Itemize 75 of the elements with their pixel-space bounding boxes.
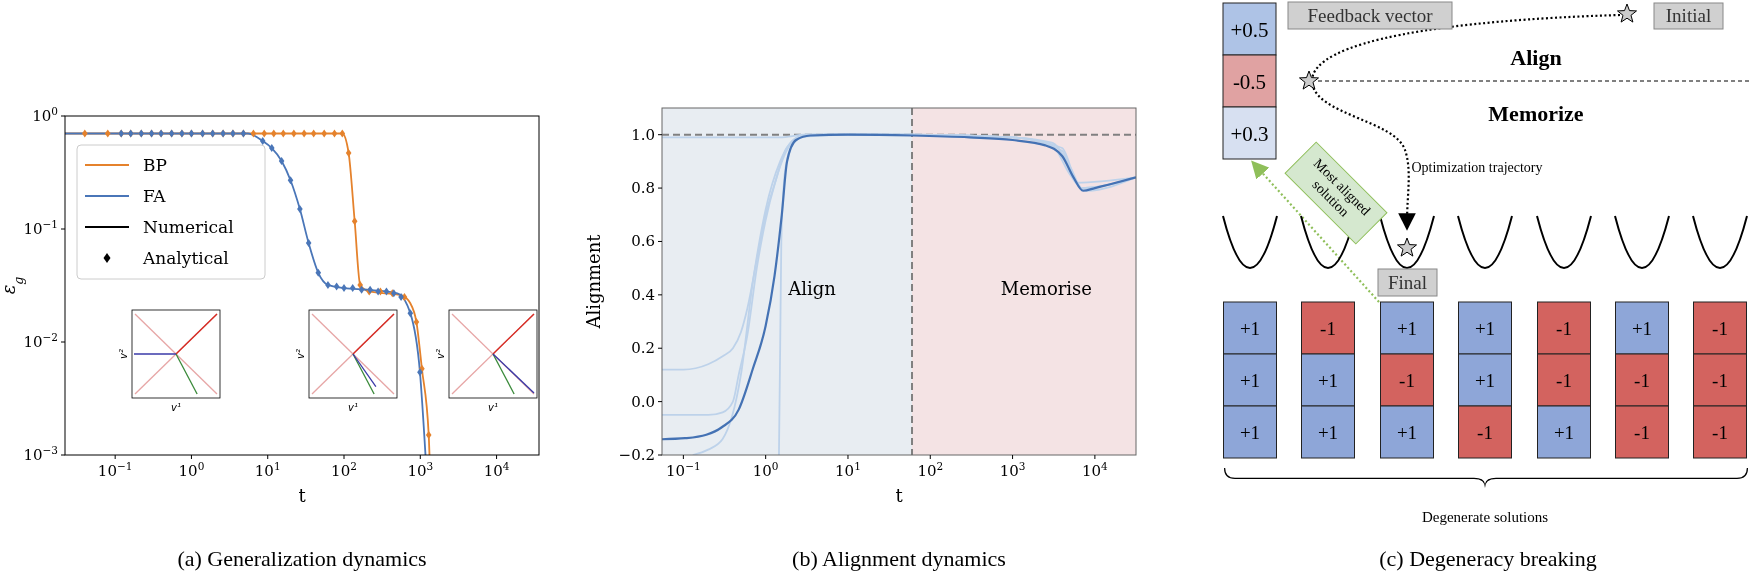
annotation: v¹ [348,402,358,413]
band-label: Align [787,277,837,299]
annotation: v² [435,349,446,359]
text: Final [1387,272,1428,293]
x-tick-label: 10$^{3}$ [999,460,1026,480]
x-axis-title: t [298,485,307,506]
text: +1 [1474,370,1496,391]
text: +1 [1239,370,1261,391]
text: -1 [1399,370,1415,391]
annotation: v¹ [488,402,498,413]
vector-inset-plot: v¹ v² [295,309,398,413]
x-axis-title: t [895,485,904,506]
text: +1 [1239,318,1261,339]
vector-inset-plot: v¹ v² [435,309,538,413]
x-tick-label: 10$^{−1}$ [666,460,701,480]
text: Degenerate solutions [1421,509,1549,525]
text: -1 [1556,370,1572,391]
text: +1 [1396,422,1418,443]
text: +1 [1317,422,1339,443]
x-tick-label: 10$^{4}$ [1081,460,1109,480]
text: Memorize [1488,101,1584,126]
y-tick-label: −0.2 [618,446,655,464]
x-tick-label: 10$^{1}$ [254,460,281,480]
text: +0.5 [1230,18,1269,42]
band-label: Memorise [1000,277,1093,299]
text: -1 [1712,370,1728,391]
x-tick-label: 10$^{0}$ [178,460,205,480]
y-tick-label: 0.6 [631,232,655,251]
text: Align [1510,45,1562,70]
annotation: v² [295,349,306,359]
y-tick-label: 10$^{−3}$ [23,444,58,464]
text: +1 [1239,422,1261,443]
text: +0.3 [1230,122,1269,146]
legend-label: Analytical [142,248,229,268]
x-tick-label: 10$^{4}$ [483,460,510,480]
y-tick-label: 0.8 [631,179,655,198]
x-tick-label: 10$^{3}$ [407,460,434,480]
x-tick-label: 10$^{1}$ [835,460,861,480]
text: Optimization trajectory [1411,160,1543,175]
y-tick-label: 10$^{0}$ [32,105,58,125]
annotation: v² [118,349,129,359]
text: (c) Degeneracy breaking [1379,546,1597,571]
y-tick-label: 10$^{−1}$ [23,218,58,238]
text: (b) Alignment dynamics [792,546,1006,571]
text: -1 [1477,422,1493,443]
x-tick-label: 10$^{0}$ [752,460,779,480]
text: Feedback vector [1307,5,1434,26]
legend-label: Numerical [143,217,234,237]
text: -1 [1556,318,1572,339]
x-tick-label: 10$^{−1}$ [97,460,133,480]
text: -0.5 [1232,70,1267,94]
y-tick-label: 10$^{−2}$ [23,331,58,351]
legend-label: FA [143,186,167,206]
text: +1 [1553,422,1575,443]
y-tick-label: 0.0 [631,392,655,411]
text: +1 [1631,318,1653,339]
text: -1 [1320,318,1336,339]
text: -1 [1634,370,1650,391]
text: -1 [1712,422,1728,443]
legend-label: BP [143,155,167,175]
text: +1 [1396,318,1418,339]
text: -1 [1634,422,1650,443]
y-tick-label: 1.0 [631,125,655,144]
y-axis-title: Alignment [583,233,604,330]
x-tick-label: 10$^{2}$ [917,460,944,480]
x-tick-label: 10$^{2}$ [331,460,357,480]
annotation: v¹ [171,402,181,413]
vector-inset-plot: v¹ v² [118,309,221,413]
text: +1 [1474,318,1496,339]
text: +1 [1317,370,1339,391]
text: (a) Generalization dynamics [177,546,427,571]
y-tick-label: 0.2 [631,339,655,358]
text: -1 [1712,318,1728,339]
y-tick-label: 0.4 [631,285,655,304]
text: Initial [1665,5,1712,26]
